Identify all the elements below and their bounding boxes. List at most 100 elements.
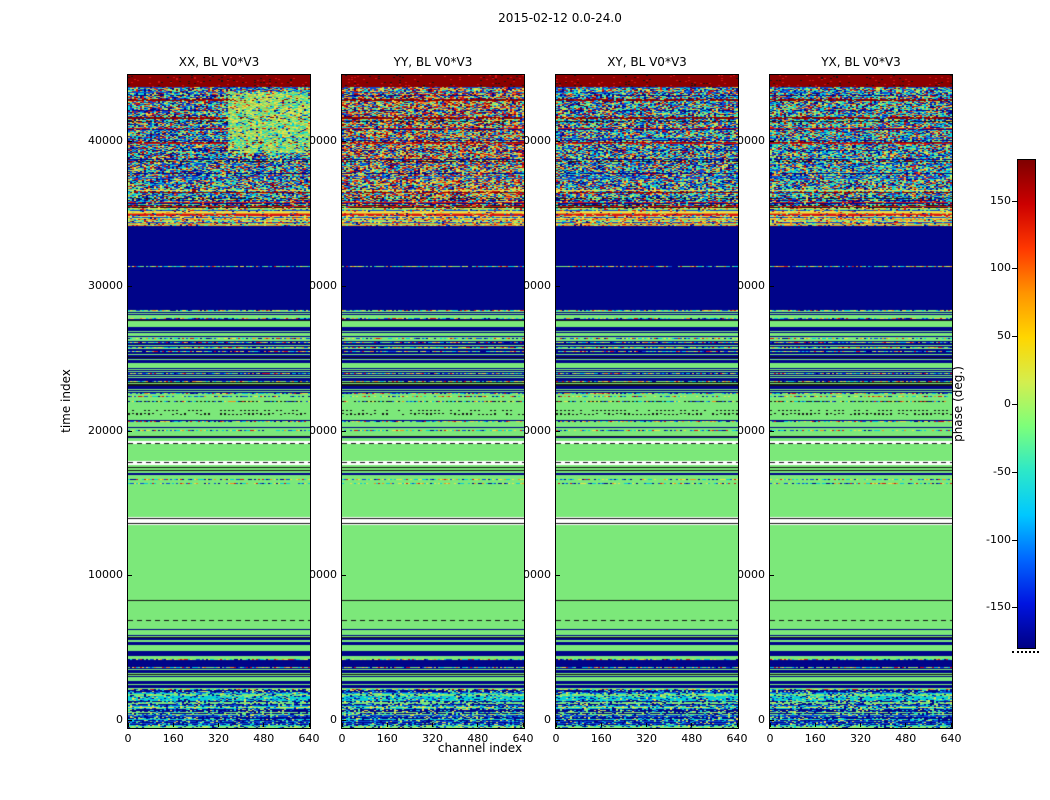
y-tick-label: 20000 bbox=[88, 424, 123, 437]
x-tick-label: 160 bbox=[804, 732, 826, 745]
x-tick-label: 640 bbox=[298, 732, 320, 745]
heatmap-canvas-yy bbox=[342, 75, 524, 728]
x-tick-label: 160 bbox=[590, 732, 612, 745]
colorbar-tick-label: 100 bbox=[990, 261, 1011, 275]
colorbar-tick-label: 150 bbox=[990, 193, 1011, 207]
x-tick-mark bbox=[736, 723, 738, 727]
colorbar-tick-mark bbox=[1012, 607, 1017, 609]
x-tick-mark bbox=[769, 723, 771, 727]
x-tick-label: 480 bbox=[467, 732, 489, 745]
x-tick-mark bbox=[555, 723, 557, 727]
colorbar-tick-mark bbox=[1012, 336, 1017, 338]
y-tick-mark bbox=[556, 141, 560, 142]
panel-title-xx: XX, BL V0*V3 bbox=[178, 55, 260, 69]
x-tick-label: 160 bbox=[162, 732, 184, 745]
heatmap-panel-yx bbox=[769, 74, 953, 729]
heatmap-panel-xy bbox=[555, 74, 739, 729]
x-tick-label: 480 bbox=[681, 732, 703, 745]
x-tick-label: 0 bbox=[766, 732, 774, 745]
colorbar-tick-label: -150 bbox=[986, 600, 1011, 614]
x-tick-mark bbox=[218, 723, 219, 727]
y-tick-mark bbox=[128, 575, 132, 576]
colorbar-tick-mark bbox=[1012, 404, 1017, 405]
x-tick-mark bbox=[386, 723, 388, 727]
x-tick-mark bbox=[432, 723, 433, 727]
x-tick-label: 640 bbox=[726, 732, 748, 745]
colorbar-label: phase (deg.) bbox=[951, 366, 965, 442]
colorbar bbox=[1017, 159, 1036, 649]
y-tick-label: 0 bbox=[758, 713, 765, 726]
x-tick-label: 640 bbox=[940, 732, 962, 745]
heatmap-panel-xx bbox=[127, 74, 311, 729]
heatmap-panel-yy bbox=[341, 74, 525, 729]
x-tick-label: 480 bbox=[895, 732, 917, 745]
x-tick-mark bbox=[522, 723, 524, 727]
colorbar-tick-mark bbox=[1012, 200, 1017, 202]
x-tick-label: 0 bbox=[124, 732, 132, 745]
y-tick-mark bbox=[556, 720, 560, 721]
y-tick-label: 10000 bbox=[88, 568, 123, 581]
x-tick-mark bbox=[646, 723, 647, 727]
y-tick-mark bbox=[556, 286, 560, 287]
x-tick-mark bbox=[127, 723, 129, 727]
y-tick-mark bbox=[342, 431, 346, 432]
colorbar-tick-mark bbox=[1012, 268, 1017, 270]
y-tick-mark bbox=[342, 286, 346, 287]
y-tick-mark bbox=[770, 575, 774, 576]
panel-title-yx: YX, BL V0*V3 bbox=[821, 55, 901, 69]
x-tick-label: 0 bbox=[552, 732, 560, 745]
y-tick-mark bbox=[342, 575, 346, 576]
x-tick-label: 320 bbox=[422, 732, 443, 745]
y-tick-label: 30000 bbox=[88, 279, 123, 292]
x-tick-mark bbox=[950, 723, 952, 727]
y-tick-mark bbox=[770, 141, 774, 142]
panel-title-xy: XY, BL V0*V3 bbox=[607, 55, 687, 69]
colorbar-tick-label: 0 bbox=[1004, 397, 1011, 410]
colorbar-tick-label: -50 bbox=[993, 464, 1011, 478]
x-tick-mark bbox=[308, 723, 310, 727]
heatmap-canvas-yx bbox=[770, 75, 952, 728]
y-tick-mark bbox=[128, 286, 132, 287]
x-tick-mark bbox=[905, 723, 907, 727]
x-tick-mark bbox=[263, 723, 265, 727]
x-tick-label: 320 bbox=[850, 732, 871, 745]
colorbar-tick-label: -100 bbox=[986, 532, 1011, 546]
x-tick-label: 480 bbox=[253, 732, 275, 745]
x-tick-mark bbox=[341, 723, 343, 727]
y-axis-label: time index bbox=[59, 369, 73, 433]
colorbar-tick-mark bbox=[1012, 471, 1017, 473]
y-tick-mark bbox=[342, 141, 346, 142]
colorbar-dotted-line bbox=[1012, 651, 1039, 653]
x-tick-mark bbox=[172, 723, 174, 727]
y-tick-mark bbox=[556, 575, 560, 576]
x-tick-label: 320 bbox=[208, 732, 229, 745]
y-tick-mark bbox=[128, 431, 132, 432]
x-tick-label: 320 bbox=[636, 732, 657, 745]
y-tick-label: 0 bbox=[544, 713, 551, 726]
colorbar-gradient bbox=[1018, 160, 1035, 648]
x-tick-mark bbox=[691, 723, 693, 727]
y-tick-mark bbox=[556, 431, 560, 432]
y-tick-mark bbox=[128, 720, 132, 721]
y-tick-mark bbox=[770, 720, 774, 721]
colorbar-tick-mark bbox=[1012, 539, 1017, 541]
y-tick-mark bbox=[770, 431, 774, 432]
panel-title-yy: YY, BL V0*V3 bbox=[393, 55, 473, 69]
y-tick-mark bbox=[128, 141, 132, 142]
y-tick-mark bbox=[342, 720, 346, 721]
x-tick-mark bbox=[814, 723, 816, 727]
y-tick-label: 0 bbox=[116, 713, 123, 726]
y-tick-mark bbox=[770, 286, 774, 287]
y-tick-label: 0 bbox=[330, 713, 337, 726]
x-tick-label: 160 bbox=[376, 732, 398, 745]
x-axis-label: channel index bbox=[437, 741, 523, 755]
x-tick-label: 0 bbox=[338, 732, 346, 745]
x-tick-mark bbox=[860, 723, 861, 727]
heatmap-canvas-xx bbox=[128, 75, 310, 728]
x-tick-mark bbox=[600, 723, 602, 727]
x-tick-mark bbox=[477, 723, 479, 727]
y-tick-label: 40000 bbox=[88, 134, 123, 147]
x-tick-label: 640 bbox=[512, 732, 534, 745]
heatmap-canvas-xy bbox=[556, 75, 738, 728]
